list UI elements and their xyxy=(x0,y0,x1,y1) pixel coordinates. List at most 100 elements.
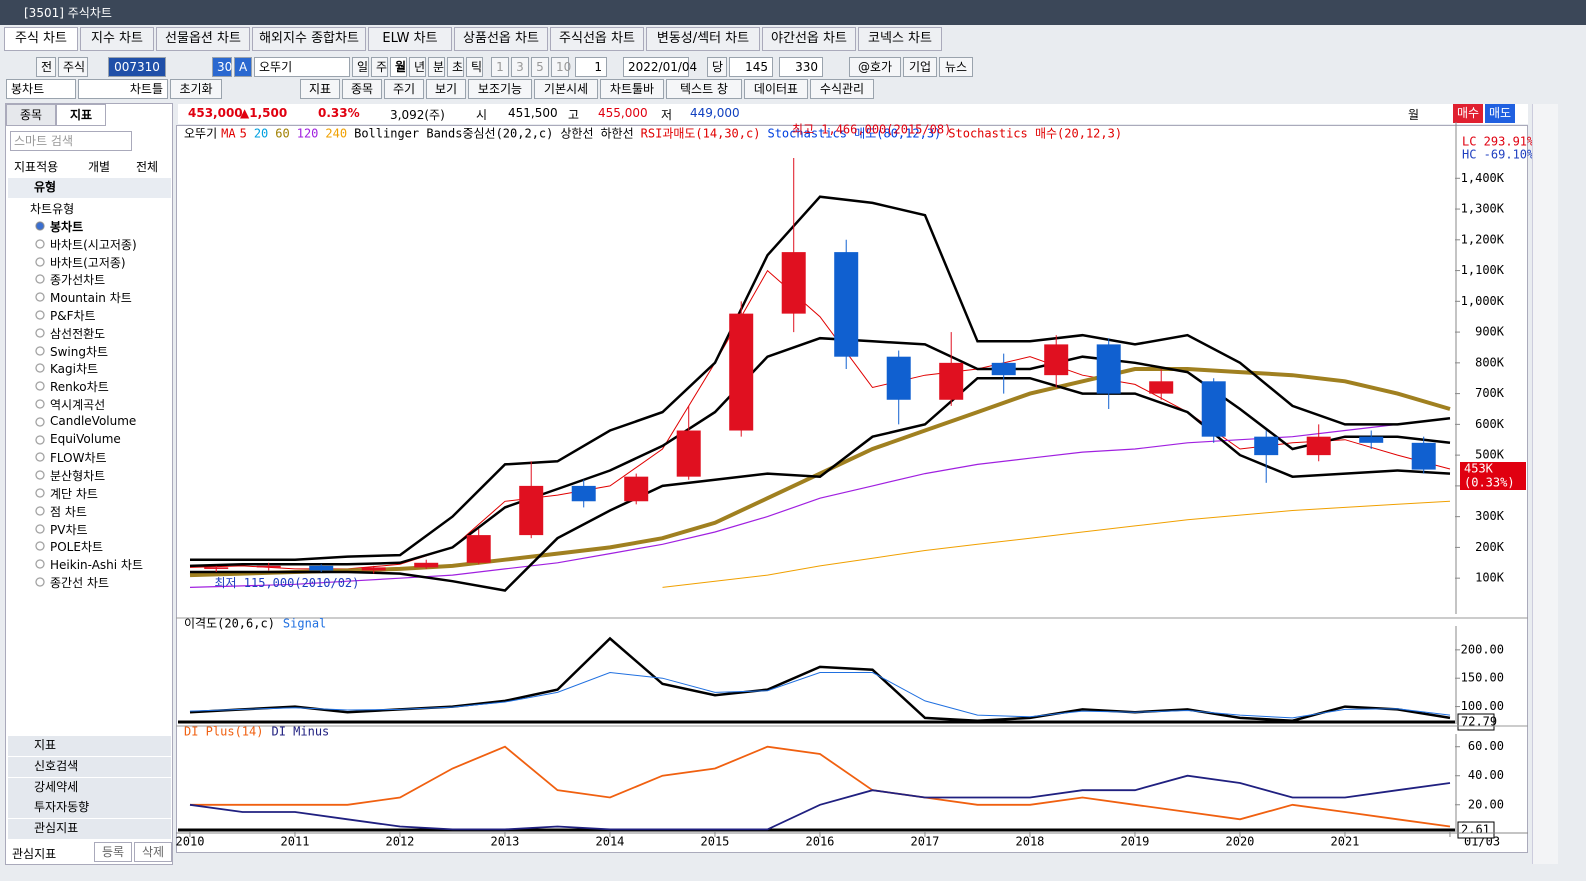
select[interactable]: 봉차트 xyxy=(6,79,76,99)
button[interactable]: 수식관리 xyxy=(810,79,874,99)
tab[interactable]: 해외지수 종합차트 xyxy=(252,27,366,51)
tab[interactable]: 코넥스 차트 xyxy=(858,27,942,51)
num-button[interactable]: 3 xyxy=(511,57,529,77)
period-button[interactable]: 월 xyxy=(390,57,407,77)
tool-strip xyxy=(1532,104,1558,864)
tab[interactable]: 선물옵션 차트 xyxy=(156,27,250,51)
tab[interactable]: 지수 차트 xyxy=(80,27,154,51)
y-tick-label: 200K xyxy=(1475,540,1505,554)
period-button[interactable]: 주 xyxy=(371,57,388,77)
period-button[interactable]: 초 xyxy=(447,57,464,77)
period-button[interactable]: 분 xyxy=(428,57,445,77)
candle-body xyxy=(624,476,649,502)
chart-type-item[interactable]: CandleVolume xyxy=(34,413,137,428)
candle-body xyxy=(414,562,439,568)
chart-type-item[interactable]: 바차트(고저종) xyxy=(34,253,126,271)
total-input[interactable]: 330 xyxy=(779,57,823,77)
quote-low_label: 저 xyxy=(661,108,673,122)
button[interactable]: 종목 xyxy=(342,79,382,99)
button[interactable]: 뉴스 xyxy=(939,57,973,77)
y-tick-label: 40.00 xyxy=(1468,768,1504,782)
chart-type-item[interactable]: Mountain 차트 xyxy=(34,289,132,307)
option[interactable]: 전체 xyxy=(136,160,159,174)
tab[interactable]: 주식선옵 차트 xyxy=(550,27,644,51)
button[interactable]: @호가 xyxy=(849,57,901,77)
chart-type-item[interactable]: 역시계곡선 xyxy=(34,396,106,413)
chart-type-item[interactable]: POLE차트 xyxy=(34,538,104,556)
option[interactable]: 개별 xyxy=(88,160,111,174)
chart-type-item[interactable]: EquiVolume xyxy=(34,431,121,446)
price-tag xyxy=(1460,462,1526,490)
candle-body xyxy=(1044,344,1069,376)
side-tab[interactable]: 종목 xyxy=(6,104,56,126)
period-button[interactable]: 틱 xyxy=(466,57,483,77)
button[interactable]: A xyxy=(234,57,252,77)
search-input[interactable]: 스마트 검색 xyxy=(10,131,132,151)
series-line xyxy=(190,195,1451,561)
tab[interactable]: 변동성/섹터 차트 xyxy=(646,27,760,51)
chart-type-item[interactable]: P&F차트 xyxy=(34,307,96,324)
quote-bar: 453,000 ▲1,500 0.33% 3,092(주) 시 451,500 고 455,0… xyxy=(178,104,1528,124)
series-line xyxy=(189,774,1451,831)
button[interactable]: 주기 xyxy=(384,79,424,99)
chart-type-item[interactable]: Renko차트 xyxy=(34,378,109,396)
chart-type-item[interactable]: 봉차트 xyxy=(34,218,84,235)
tab[interactable]: 야간선옵 차트 xyxy=(762,27,856,51)
candle-body xyxy=(571,485,596,502)
button[interactable]: 기업 xyxy=(903,57,937,77)
tab[interactable]: ELW 차트 xyxy=(368,27,452,51)
stock-name[interactable]: 오뚜기 xyxy=(254,57,350,77)
num-button[interactable]: 1 xyxy=(491,57,509,77)
unit-input[interactable]: 1 xyxy=(575,57,607,77)
sub-label: 차트유형 xyxy=(30,202,75,216)
quote-change: ▲1,500 xyxy=(240,106,288,120)
button[interactable]: 30 xyxy=(212,57,232,77)
num-button[interactable]: 10 xyxy=(551,57,571,77)
button[interactable]: 차트툴바 xyxy=(600,79,664,99)
chart-type-item[interactable]: 분산형차트 xyxy=(34,467,106,485)
chart-type-item[interactable]: 바차트(시고저종) xyxy=(34,235,137,253)
button[interactable]: 지표 xyxy=(300,79,340,99)
button[interactable]: 전 xyxy=(36,57,56,77)
y-tick-label: 300K xyxy=(1475,509,1505,523)
chart-type-item[interactable]: Kagi차트 xyxy=(34,360,99,378)
select[interactable]: 차트틀 xyxy=(78,79,168,99)
fav-button[interactable]: 삭제 xyxy=(134,842,172,862)
sell-button[interactable]: 매도 xyxy=(1485,104,1515,123)
chart-type-item[interactable]: 삼선전환도 xyxy=(34,324,106,342)
num-button[interactable]: 5 xyxy=(531,57,549,77)
button[interactable]: 텍스트 창 xyxy=(666,79,742,99)
chart-type-item[interactable]: FLOW차트 xyxy=(34,449,107,467)
chart-type-item[interactable]: PV차트 xyxy=(34,520,88,538)
button[interactable]: 기본시세 xyxy=(534,79,598,99)
chart-type-item[interactable]: 계단 차트 xyxy=(34,485,98,502)
chart-type-item[interactable]: Swing차트 xyxy=(34,342,109,360)
button[interactable]: 보기 xyxy=(426,79,466,99)
count-input[interactable]: 145 xyxy=(729,57,773,77)
date-input[interactable]: 2022/01/04 xyxy=(623,57,697,77)
tab[interactable]: 주식 차트 xyxy=(4,27,78,51)
category-item[interactable]: 관심지표 xyxy=(8,819,171,840)
chart-type-item[interactable]: 종가선차트 xyxy=(34,271,106,289)
button[interactable]: 당 xyxy=(707,57,727,77)
code-input[interactable]: 007310 xyxy=(108,57,166,77)
category-item[interactable]: 지표 xyxy=(8,736,171,756)
fav-button[interactable]: 등록 xyxy=(94,842,132,862)
y-tick-label: 20.00 xyxy=(1468,797,1504,811)
period-button[interactable]: 년 xyxy=(409,57,426,77)
side-tab[interactable]: 지표 xyxy=(56,104,106,126)
category-item[interactable]: 투자자동향 xyxy=(8,798,171,819)
button[interactable]: 보조기능 xyxy=(468,79,532,99)
candle-body xyxy=(676,430,701,477)
category-item[interactable]: 강세약세 xyxy=(8,777,171,798)
chart-type-item[interactable]: 종간선 차트 xyxy=(34,574,110,591)
tab[interactable]: 상품선옵 차트 xyxy=(454,27,548,51)
category-item[interactable]: 신호검색 xyxy=(8,756,171,777)
period-button[interactable]: 일 xyxy=(352,57,369,77)
buy-button[interactable]: 매수 xyxy=(1453,104,1483,123)
chart-type-item[interactable]: 점 차트 xyxy=(34,502,87,520)
button[interactable]: 데이터표 xyxy=(744,79,808,99)
button[interactable]: 주식 xyxy=(58,57,88,77)
chart-type-item[interactable]: Heikin-Ashi 차트 xyxy=(34,556,143,574)
button[interactable]: 초기화 xyxy=(170,79,222,99)
